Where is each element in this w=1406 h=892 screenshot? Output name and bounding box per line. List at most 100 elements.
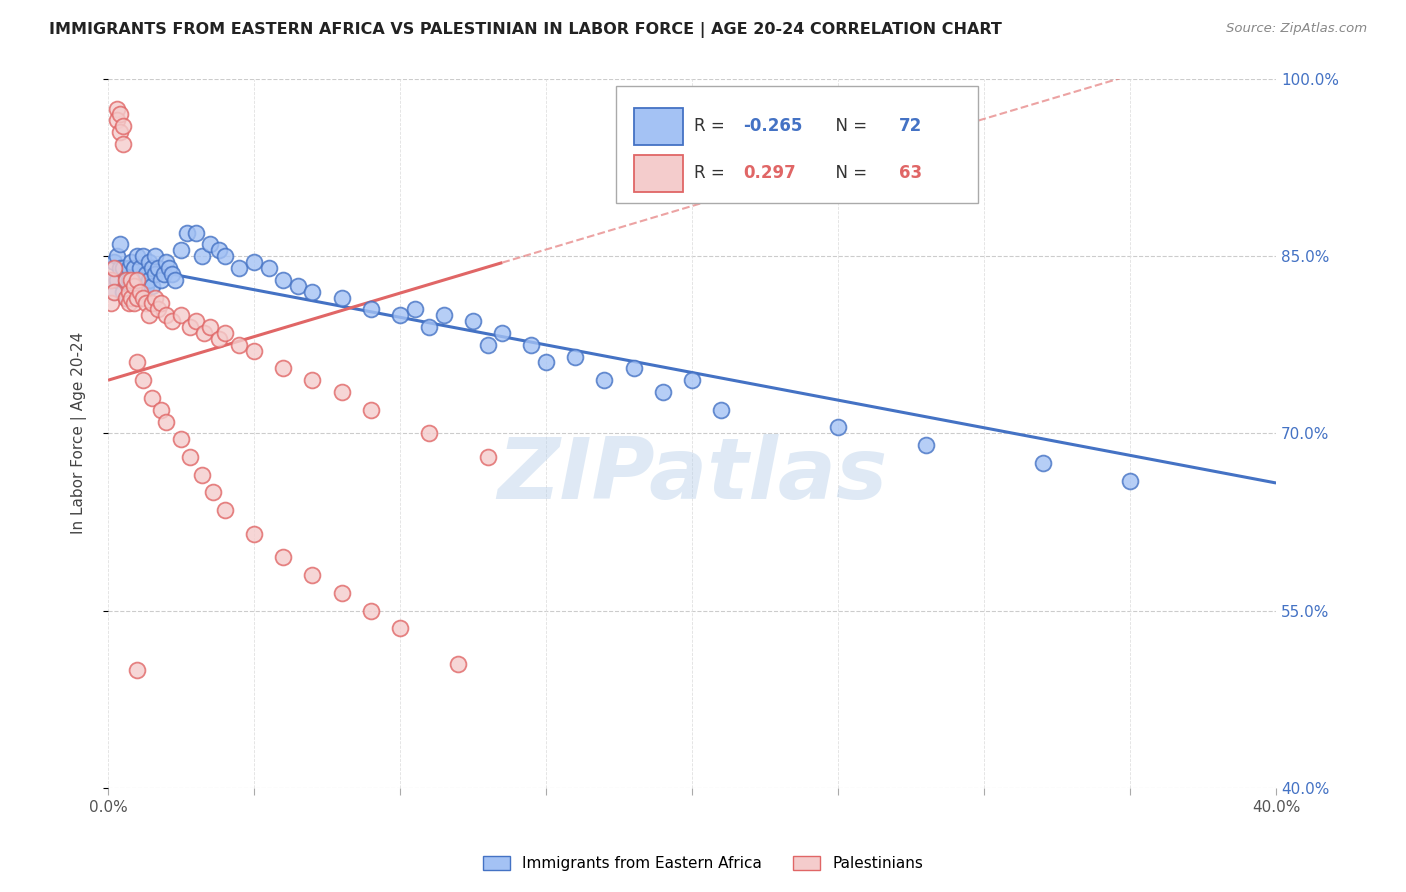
- Point: [193, 326, 215, 340]
- Point: [135, 267, 157, 281]
- Point: [124, 296, 146, 310]
- Point: [127, 355, 149, 369]
- Point: [214, 503, 236, 517]
- Point: [105, 102, 128, 116]
- Point: [138, 255, 160, 269]
- Point: [200, 320, 222, 334]
- Point: [149, 273, 172, 287]
- Text: IMMIGRANTS FROM EASTERN AFRICA VS PALESTINIAN IN LABOR FORCE | AGE 20-24 CORRELA: IMMIGRANTS FROM EASTERN AFRICA VS PALEST…: [49, 22, 1002, 38]
- Point: [100, 273, 122, 287]
- Point: [190, 249, 212, 263]
- Point: [120, 278, 142, 293]
- Point: [100, 296, 122, 310]
- Point: [103, 255, 125, 269]
- Point: [214, 249, 236, 263]
- Point: [149, 296, 172, 310]
- Point: [461, 314, 484, 328]
- Point: [651, 384, 673, 399]
- Point: [143, 249, 166, 263]
- Point: [135, 278, 157, 293]
- Point: [208, 244, 231, 258]
- FancyBboxPatch shape: [616, 86, 979, 203]
- Point: [491, 326, 513, 340]
- Point: [117, 285, 139, 299]
- Y-axis label: In Labor Force | Age 20-24: In Labor Force | Age 20-24: [72, 332, 87, 534]
- Point: [360, 302, 382, 317]
- Point: [330, 291, 353, 305]
- Point: [179, 450, 201, 464]
- Point: [152, 267, 174, 281]
- Point: [257, 260, 280, 275]
- Point: [155, 308, 177, 322]
- Point: [271, 550, 294, 565]
- Point: [138, 308, 160, 322]
- Point: [433, 308, 456, 322]
- Point: [124, 285, 146, 299]
- Point: [120, 255, 142, 269]
- Point: [287, 278, 309, 293]
- Point: [105, 249, 128, 263]
- Text: R =: R =: [695, 118, 731, 136]
- Point: [146, 302, 169, 317]
- Point: [141, 260, 163, 275]
- Point: [623, 361, 645, 376]
- Point: [127, 291, 149, 305]
- Point: [418, 320, 440, 334]
- Point: [360, 402, 382, 417]
- Point: [129, 285, 152, 299]
- Point: [114, 273, 136, 287]
- Point: [520, 338, 543, 352]
- Point: [111, 136, 134, 151]
- Point: [127, 663, 149, 677]
- Point: [202, 485, 225, 500]
- Point: [135, 296, 157, 310]
- Point: [593, 373, 616, 387]
- Point: [127, 273, 149, 287]
- Point: [105, 273, 128, 287]
- Point: [117, 296, 139, 310]
- Point: [132, 291, 155, 305]
- Text: Source: ZipAtlas.com: Source: ZipAtlas.com: [1226, 22, 1367, 36]
- Text: N =: N =: [825, 164, 873, 182]
- Point: [132, 249, 155, 263]
- Point: [243, 255, 266, 269]
- Point: [389, 621, 412, 635]
- Point: [176, 226, 198, 240]
- Point: [477, 338, 499, 352]
- Point: [111, 120, 134, 134]
- Point: [157, 260, 180, 275]
- Point: [117, 273, 139, 287]
- Point: [127, 249, 149, 263]
- Text: R =: R =: [695, 164, 735, 182]
- Point: [534, 355, 557, 369]
- Point: [127, 278, 149, 293]
- Point: [827, 420, 849, 434]
- Point: [108, 237, 131, 252]
- Point: [170, 244, 193, 258]
- Point: [141, 296, 163, 310]
- Text: ZIPatlas: ZIPatlas: [496, 434, 887, 517]
- Point: [681, 373, 703, 387]
- Point: [111, 285, 134, 299]
- Point: [124, 278, 146, 293]
- Point: [330, 586, 353, 600]
- FancyBboxPatch shape: [634, 155, 683, 192]
- Point: [162, 267, 184, 281]
- Point: [129, 273, 152, 287]
- Point: [271, 273, 294, 287]
- Point: [105, 113, 128, 128]
- Point: [114, 273, 136, 287]
- Point: [155, 415, 177, 429]
- Point: [190, 467, 212, 482]
- Point: [143, 267, 166, 281]
- Point: [129, 260, 152, 275]
- Point: [114, 291, 136, 305]
- Point: [103, 285, 125, 299]
- Point: [243, 343, 266, 358]
- Point: [100, 273, 122, 287]
- Legend: Immigrants from Eastern Africa, Palestinians: Immigrants from Eastern Africa, Palestin…: [477, 850, 929, 877]
- Point: [170, 308, 193, 322]
- Point: [120, 291, 142, 305]
- Point: [404, 302, 426, 317]
- Point: [447, 657, 470, 671]
